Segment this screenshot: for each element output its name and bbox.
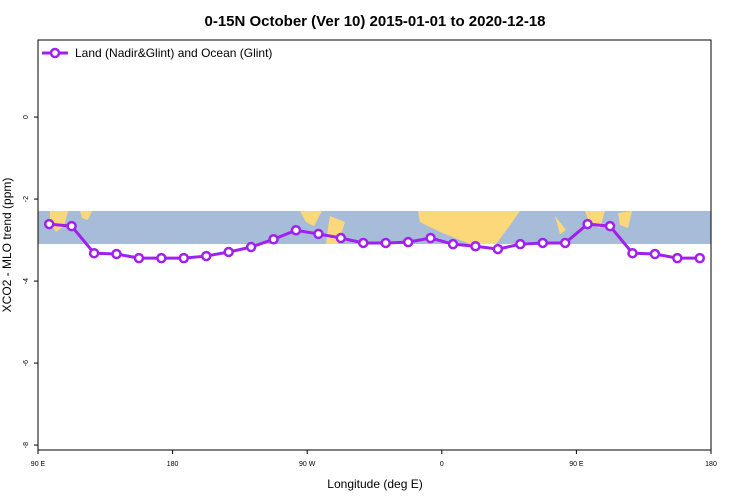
chart-title: 0-15N October (Ver 10) 2015-01-01 to 202… (204, 13, 545, 30)
data-point (290, 224, 302, 236)
legend-label: Land (Nadir&Glint) and Ocean (Glint) (75, 46, 272, 60)
data-point (492, 243, 504, 255)
data-point (515, 238, 526, 250)
data-point (313, 228, 324, 240)
data-point (178, 252, 190, 264)
y-tick-label: -2 (23, 196, 30, 202)
data-point (604, 220, 616, 232)
data-point (245, 241, 257, 253)
data-point (559, 237, 571, 249)
y-tick-label: -4 (23, 278, 30, 284)
data-point (627, 247, 638, 259)
map-band (38, 211, 711, 244)
plot-frame (37, 39, 712, 451)
data-point (201, 250, 212, 262)
data-point (425, 232, 436, 244)
y-tick-label: -8 (23, 442, 30, 448)
data-point (649, 248, 661, 260)
data-point (537, 237, 548, 249)
y-axis-label: XCO2 - MLO trend (ppm) (0, 178, 14, 313)
data-point (694, 252, 706, 264)
y-tick-label: 0 (23, 115, 30, 119)
data-point (380, 237, 391, 249)
data-point (43, 218, 55, 230)
data-point (402, 236, 414, 248)
x-tick-label: 90 E (31, 461, 46, 468)
x-tick-label: 90 W (299, 461, 316, 468)
data-point (133, 252, 145, 264)
data-point (447, 238, 459, 250)
x-tick-label: 90 E (569, 461, 584, 468)
data-point (335, 232, 347, 244)
data-point (470, 240, 481, 252)
data-point (582, 218, 593, 230)
data-point (111, 248, 122, 260)
data-point (223, 246, 234, 258)
data-point (66, 220, 77, 232)
data-point (268, 234, 279, 245)
data-point (88, 247, 100, 259)
data-point (358, 237, 369, 249)
legend-marker (49, 47, 61, 59)
y-tick-label: -6 (23, 360, 30, 366)
x-tick-label: 0 (440, 461, 444, 468)
data-point (156, 252, 167, 264)
x-axis-label: Longitude (deg E) (327, 477, 422, 491)
data-point (672, 252, 683, 264)
x-tick-label: 180 (167, 461, 179, 468)
x-tick-label: 180 (705, 461, 717, 468)
